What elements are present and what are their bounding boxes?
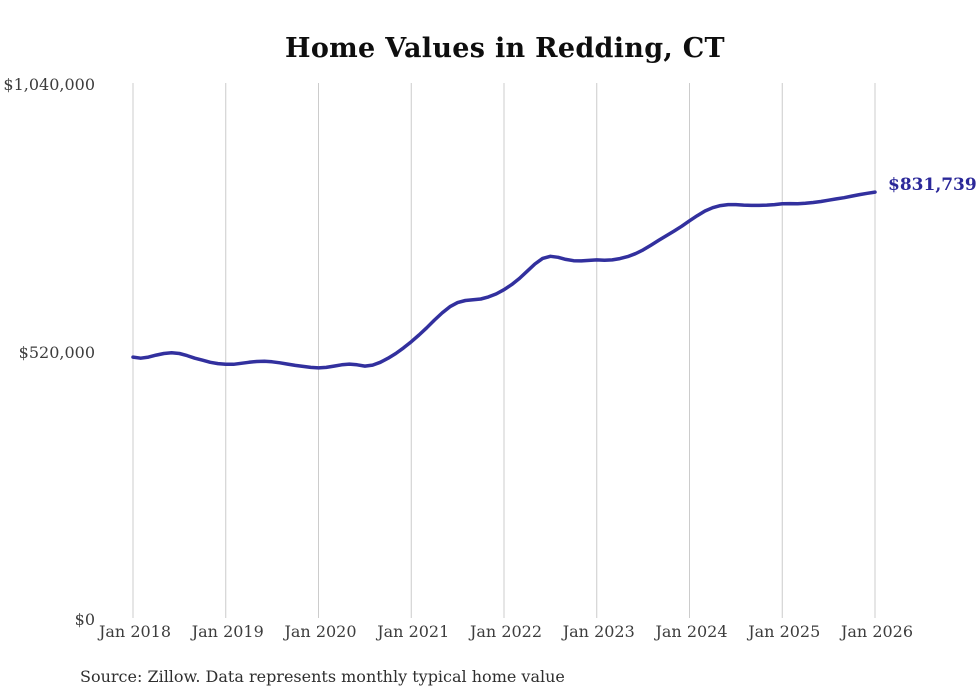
year-gridlines: [132, 83, 876, 618]
x-tick-label: Jan 2024: [655, 622, 728, 641]
x-tick-label: Jan 2025: [748, 622, 821, 641]
y-tick-label: $520,000: [18, 342, 95, 362]
home-value-line: [131, 190, 877, 370]
end-value-annotation: $831,739: [888, 175, 977, 195]
x-tick-label: Jan 2022: [469, 622, 543, 641]
y-tick-label: $1,040,000: [3, 75, 95, 94]
chart-title: Home Values in Redding, CT: [285, 33, 725, 64]
x-tick-label: Jan 2020: [284, 622, 357, 641]
y-tick-label: $0: [74, 610, 95, 629]
x-tick-label: Jan 2023: [562, 622, 635, 641]
x-tick-label: Jan 2026: [840, 622, 914, 641]
x-tick-label: Jan 2021: [377, 622, 450, 641]
x-tick-label: Jan 2018: [98, 622, 172, 641]
x-tick-label: Jan 2019: [191, 622, 264, 641]
source-note: Source: Zillow. Data represents monthly …: [80, 667, 565, 686]
